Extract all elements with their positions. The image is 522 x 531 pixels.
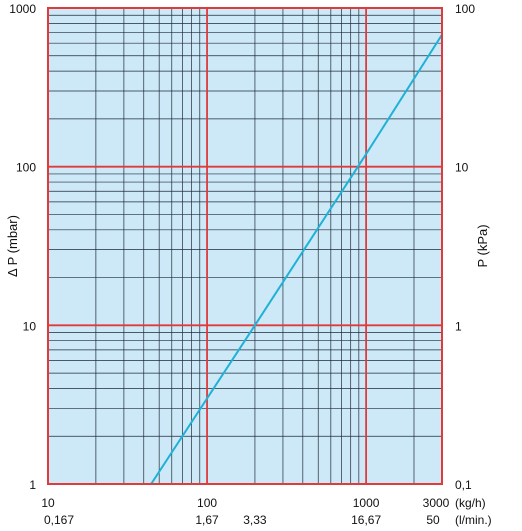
- y-tick-label: 10: [23, 319, 37, 333]
- y-tick-label: 1: [29, 478, 36, 492]
- x2-tick-label: 50: [426, 513, 440, 527]
- x-tick-label: 3000: [423, 496, 450, 510]
- major-gridlines: [48, 8, 442, 484]
- y-axis-label-left: Δ P (mbar): [5, 215, 20, 277]
- plot-frame: [47, 7, 443, 485]
- x2-tick-label: 3,33: [243, 513, 267, 527]
- y-axis-label-right: P (kPa): [475, 224, 490, 267]
- plot-background: [48, 8, 442, 484]
- y2-tick-label: 0,1: [455, 478, 472, 492]
- x-axis-unit-lmin: (l/min.): [455, 513, 492, 527]
- y2-tick-label: 1: [455, 319, 462, 333]
- tick-labels: 1 10 100 1000 0,1 1 10 100 10 100 1000 3000 0,167 1,6…: [9, 2, 475, 527]
- data-series: [150, 34, 442, 484]
- x2-tick-label: 0,167: [44, 513, 74, 527]
- x-tick-label: 10: [41, 496, 55, 510]
- y2-tick-label: 100: [455, 2, 475, 16]
- x2-tick-label: 1,67: [195, 513, 219, 527]
- x-tick-label: 1000: [353, 496, 380, 510]
- y-tick-label: 100: [16, 161, 36, 175]
- x-axis-unit-kgh: (kg/h): [455, 496, 486, 510]
- y-tick-label: 1000: [9, 2, 36, 16]
- x-tick-label: 100: [197, 496, 217, 510]
- series-line-0: [150, 34, 442, 484]
- y2-tick-label: 10: [455, 161, 469, 175]
- x2-tick-label: 16,67: [351, 513, 381, 527]
